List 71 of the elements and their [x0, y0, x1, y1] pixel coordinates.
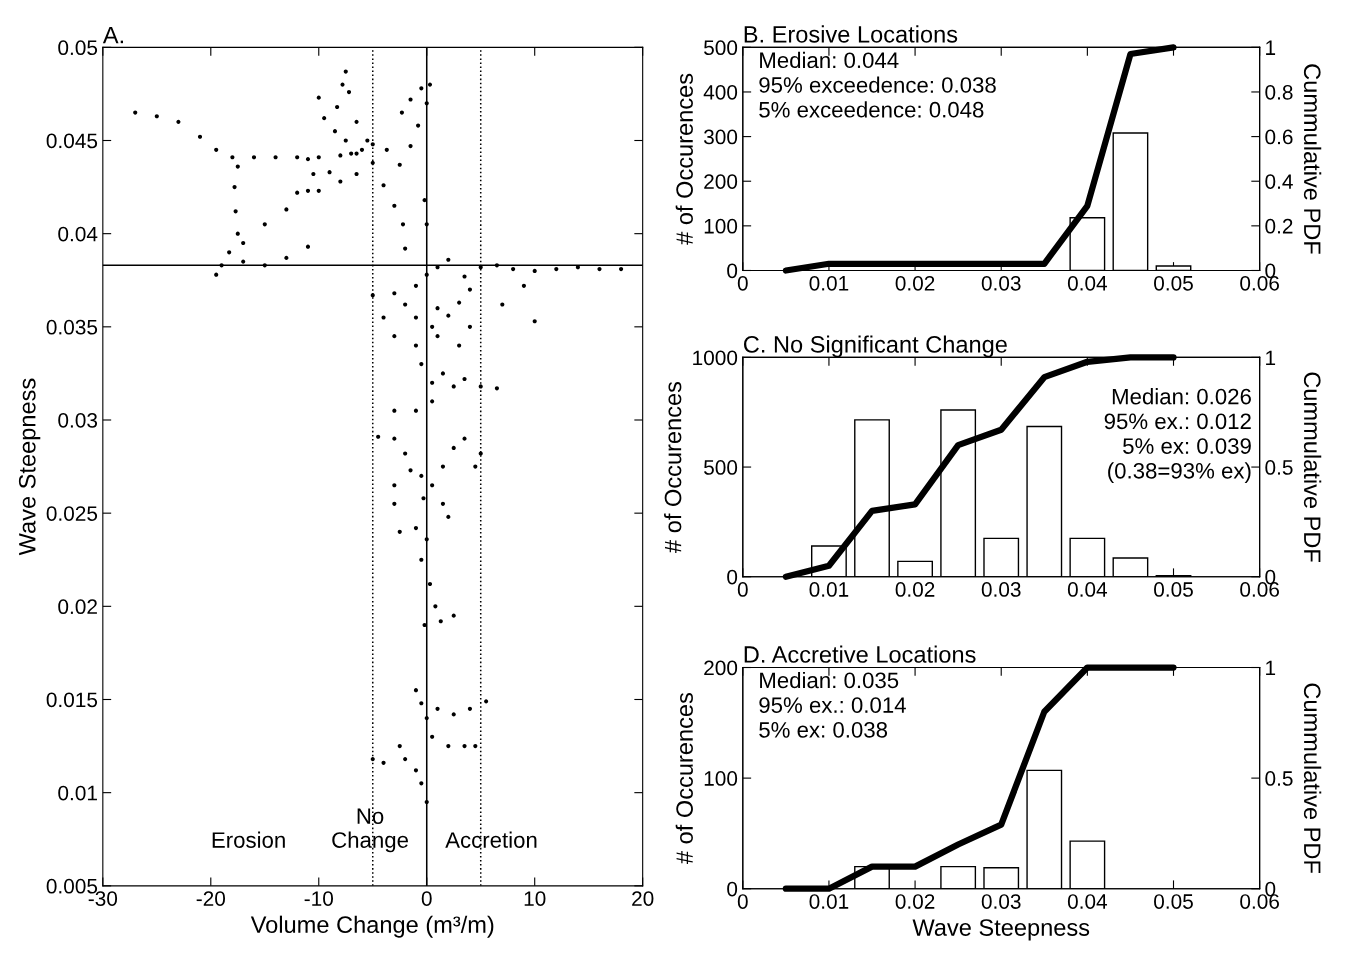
annotation: Median: 0.044 95% exceedence: 0.038 5% exceedence: 0.048 — [759, 51, 996, 118]
x-tick-label: -20 — [196, 891, 226, 906]
annotation: Median: 0.026 95% ex.: 0.012 5% ex: 0.039 (0.38=93% ex) — [1104, 388, 1251, 484]
x-tick-label: 20 — [632, 891, 654, 906]
x-tick-label: 0.05 — [1154, 894, 1193, 909]
x-tick-label: 0.04 — [1067, 582, 1108, 597]
x-tick-label: 0.05 — [1154, 275, 1193, 291]
x-tick-label: 0.03 — [981, 894, 1021, 909]
y2-tick-label: 1 — [1266, 350, 1276, 365]
x-tick-label: 0.01 — [809, 275, 849, 291]
y2-tick-label: 0.6 — [1265, 129, 1293, 145]
y-axis-title: # of Occurences — [664, 381, 682, 553]
y-tick-label: 200 — [704, 174, 738, 189]
x-tick-label: -10 — [304, 891, 334, 906]
y-tick-label: 0.02 — [58, 599, 97, 615]
x-tick-label: 0.05 — [1154, 582, 1193, 597]
y-tick-label: 0.04 — [58, 226, 98, 242]
y-tick-label: 0 — [727, 263, 738, 279]
x-tick-label: 10 — [524, 891, 546, 906]
y2-tick-label: 0.5 — [1265, 771, 1293, 786]
y-tick-label: 200 — [704, 660, 738, 676]
chart-title: A. — [102, 26, 123, 44]
y-tick-label: 0.015 — [46, 692, 98, 708]
x-tick-label: 0.01 — [809, 582, 849, 597]
annotation: Erosion — [212, 831, 285, 848]
annotation: Accretion — [445, 831, 537, 848]
y-axis-title: # of Occurences — [675, 73, 693, 245]
x-tick-label: 0.02 — [895, 582, 935, 597]
x-tick-label: 0 — [737, 275, 748, 291]
annotation: Median: 0.035 95% ex.: 0.014 5% ex: 0.038 — [759, 671, 906, 738]
x-tick-label: 0.03 — [981, 582, 1021, 597]
chart-title: C. No Significant Change — [744, 335, 1007, 358]
y-tick-label: 0.01 — [58, 785, 97, 801]
x-tick-label: 0 — [421, 891, 432, 906]
y-axis-title: Wave Steepness — [18, 378, 41, 556]
y2-axis-title: Cummulative PDF — [1303, 372, 1322, 562]
x-axis-title: Volume Change (m³/m) — [250, 915, 494, 938]
x-tick-label: 0.02 — [895, 894, 935, 909]
y2-axis-title: Cummulative PDF — [1303, 683, 1322, 873]
y-tick-label: 0.025 — [46, 506, 98, 521]
x-tick-label: 0 — [737, 582, 748, 597]
y2-tick-label: 0.2 — [1265, 218, 1293, 234]
y-tick-label: 500 — [704, 460, 738, 475]
x-tick-label: 0.04 — [1067, 894, 1108, 909]
chart-title: D. Accretive Locations — [744, 645, 976, 663]
y2-tick-label: 0.4 — [1265, 174, 1293, 189]
x-tick-label: 0.02 — [895, 275, 935, 291]
y-tick-label: 400 — [703, 84, 738, 100]
y2-tick-label: 0.5 — [1265, 460, 1293, 475]
x-tick-label: 0.01 — [809, 894, 849, 909]
y-tick-label: 0.035 — [46, 319, 98, 335]
y2-tick-label: 0.8 — [1265, 84, 1293, 100]
y2-axis-title: Cummulative PDF — [1303, 64, 1322, 254]
y-tick-label: 0.03 — [58, 413, 98, 428]
y-tick-label: 0.045 — [46, 133, 98, 149]
chart-title: B. Erosive Locations — [744, 25, 958, 43]
x-axis-title: Wave Steepness — [912, 919, 1090, 941]
x-tick-label: 0 — [737, 894, 748, 909]
y2-tick-label: 1 — [1266, 40, 1276, 55]
y-tick-label: 500 — [704, 40, 738, 56]
y-tick-label: 1000 — [693, 350, 738, 366]
y-tick-label: 300 — [703, 129, 738, 145]
y-tick-label: 100 — [704, 771, 738, 786]
y2-tick-label: 1 — [1266, 660, 1276, 676]
y-tick-label: 100 — [704, 218, 738, 234]
x-tick-label: 0.03 — [981, 275, 1021, 291]
annotation: No Change — [332, 808, 408, 853]
y-tick-label: 0.05 — [58, 40, 98, 56]
y-tick-label: 0 — [727, 569, 738, 585]
y-axis-title: # of Occurences — [675, 693, 693, 864]
x-tick-label: 0.04 — [1067, 275, 1108, 291]
